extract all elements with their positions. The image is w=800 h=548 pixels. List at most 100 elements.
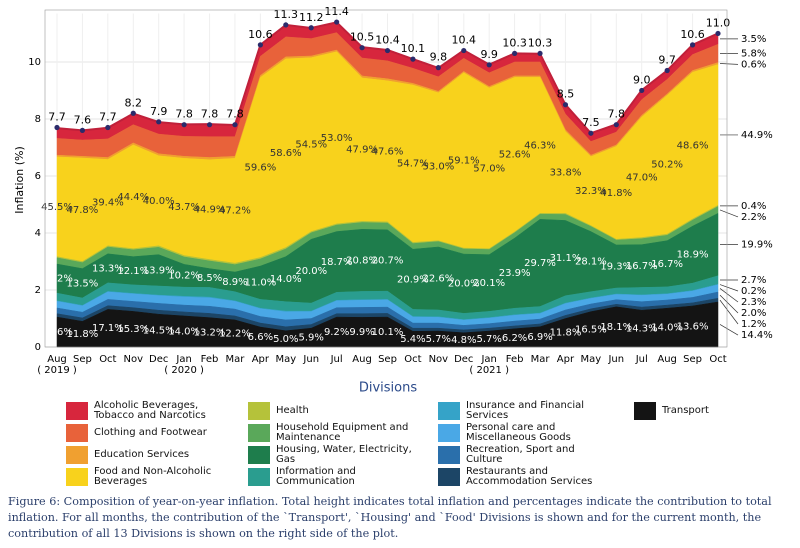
legend-label: Restaurants and Accommodation Services: [466, 466, 593, 487]
total-label: 11.4: [324, 5, 349, 18]
total-label: 7.9: [150, 105, 168, 118]
x-tick-label: Oct: [709, 354, 726, 365]
legend-swatch: [248, 446, 270, 464]
share-label: 53.0%: [321, 133, 353, 144]
share-label: 5.9%: [299, 333, 324, 344]
current-share-label: 2.3%: [741, 297, 766, 308]
share-label: 13.3%: [92, 263, 124, 274]
share-label: 54.5%: [295, 140, 327, 151]
total-dot: [283, 22, 289, 28]
total-label: 7.7: [99, 111, 117, 124]
share-label: 13.6%: [41, 327, 73, 338]
share-label: 19.3%: [600, 261, 632, 272]
share-label: 9.2%: [324, 327, 349, 338]
share-label: 14.0%: [168, 326, 200, 337]
legend-label: Education Services: [94, 449, 190, 460]
total-dot: [689, 42, 696, 48]
legend-swatch: [248, 424, 270, 442]
x-tick-label: Oct: [99, 354, 116, 365]
x-tick-label: Apr: [557, 354, 575, 365]
current-share-label: 0.6%: [741, 59, 766, 70]
x-tick-label: May: [581, 354, 602, 365]
caption: Figure 6: Composition of year-on-year in…: [8, 495, 772, 540]
share-label: 50.2%: [651, 160, 683, 171]
leader-line: [719, 288, 739, 303]
share-label: 14.5%: [143, 326, 175, 337]
legend-swatch: [634, 402, 656, 420]
x-tick-label: Jul: [635, 354, 648, 365]
share-label: 44.9%: [194, 205, 226, 216]
x-tick-label: Mar: [531, 354, 551, 365]
x-tick-label: Nov: [429, 354, 449, 365]
x-tick-label: Feb: [506, 354, 524, 365]
x-tick-label: Jan: [480, 354, 496, 365]
x-tick-label: Jul: [330, 354, 343, 365]
share-label: 20.1%: [473, 278, 505, 289]
leader-line: [719, 209, 739, 218]
share-label: 20.0%: [295, 266, 327, 277]
share-label: 41.8%: [600, 188, 632, 199]
share-label: 22.6%: [422, 273, 454, 284]
share-label: 5.0%: [273, 334, 298, 345]
share-label: 33.8%: [550, 167, 582, 178]
x-axis-label: Divisions: [359, 381, 418, 396]
x-tick-label: Aug: [352, 354, 372, 365]
current-share-label: 2.0%: [741, 308, 766, 319]
x-tick-label: Aug: [47, 354, 67, 365]
legend-item: Transport: [634, 400, 764, 422]
x-tick-label: Oct: [404, 354, 421, 365]
total-dot: [512, 50, 518, 57]
current-share-label: 2.2%: [741, 212, 766, 223]
total-dot: [232, 122, 238, 128]
x-tick-label: May: [275, 354, 296, 365]
x-tick-label: Nov: [124, 354, 144, 365]
share-label: 13.6%: [677, 321, 709, 332]
share-label: 18.7%: [321, 257, 353, 268]
total-label: 7.8: [201, 108, 219, 121]
legend-swatch: [438, 468, 460, 486]
total-label: 10.3: [502, 36, 527, 49]
legend-label: Housing, Water, Electricity, Gas: [276, 444, 412, 465]
legend-label: Food and Non-Alcoholic Beverages: [94, 466, 212, 487]
legend-item: Education Services: [66, 444, 248, 466]
share-label: 40.0%: [143, 196, 175, 207]
share-label: 57.0%: [473, 163, 505, 174]
legend-label: Personal care and Miscellaneous Goods: [466, 422, 571, 443]
share-label: 23.9%: [499, 268, 531, 279]
legend-label: Insurance and Financial Services: [466, 400, 585, 421]
share-label: 16.7%: [626, 261, 658, 272]
legend-item: Food and Non-Alcoholic Beverages: [66, 466, 248, 488]
share-label: 53.0%: [422, 162, 454, 173]
x-tick-label: Jun: [607, 354, 624, 365]
year-label: ( 2021 ): [469, 365, 509, 376]
legend-label: Clothing and Footwear: [94, 427, 207, 438]
share-label: 20.7%: [372, 255, 404, 266]
legend-swatch: [66, 446, 88, 464]
legend: Alcoholic Beverages, Tobacco and Narcoti…: [66, 400, 766, 488]
share-label: 52.6%: [499, 150, 531, 161]
total-label: 7.8: [226, 108, 244, 121]
legend-swatch: [66, 424, 88, 442]
y-tick-label: 8: [35, 114, 41, 125]
total-dot: [410, 56, 416, 62]
x-tick-label: Dec: [454, 354, 473, 365]
share-label: 6.6%: [248, 332, 273, 343]
share-label: 10.2%: [168, 271, 200, 282]
legend-item: Personal care and Miscellaneous Goods: [438, 422, 634, 444]
share-label: 13.5%: [67, 278, 99, 289]
current-share-label: 44.9%: [741, 130, 773, 141]
share-label: 12.2%: [219, 328, 251, 339]
plot-frame: [44, 9, 728, 348]
total-dot: [334, 19, 340, 25]
total-label: 10.6: [248, 28, 273, 41]
x-tick-label: Mar: [226, 354, 246, 365]
y-tick-label: 2: [35, 285, 41, 296]
total-label: 7.5: [582, 116, 600, 129]
current-share-label: 0.4%: [741, 201, 766, 212]
legend-label: Health: [276, 405, 309, 416]
share-label: 4.8%: [451, 335, 476, 346]
share-label: 14.3%: [626, 324, 658, 335]
share-label: 13.2%: [41, 274, 73, 285]
total-dot: [715, 30, 721, 37]
